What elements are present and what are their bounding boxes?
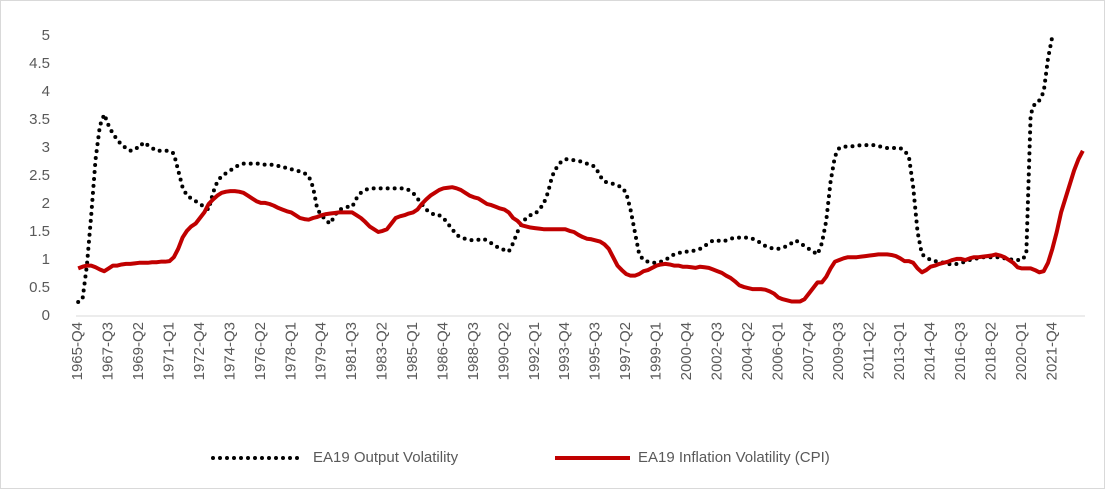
- y-tick-label: 2.5: [29, 167, 50, 184]
- legend-label: EA19 Output Volatility: [313, 449, 459, 466]
- x-tick-label: 2021-Q4: [1043, 322, 1060, 380]
- x-tick-label: 2011-Q2: [861, 322, 878, 379]
- x-tick-label: 1992-Q1: [526, 322, 543, 380]
- y-tick-label: 3: [42, 139, 50, 156]
- x-tick-label: 1983-Q2: [374, 322, 391, 380]
- y-tick-label: 1.5: [29, 223, 50, 240]
- x-tick-label: 1981-Q3: [343, 322, 360, 380]
- x-tick-label: 2013-Q1: [891, 322, 908, 380]
- x-tick-label: 2007-Q4: [800, 322, 817, 380]
- x-tick-label: 2020-Q1: [1013, 322, 1030, 380]
- x-tick-label: 1978-Q1: [282, 322, 299, 380]
- x-tick-label: 2002-Q3: [708, 322, 725, 380]
- x-tick-label: 1965-Q4: [69, 322, 86, 380]
- y-tick-label: 5: [42, 27, 50, 44]
- legend-label: EA19 Inflation Volatility (CPI): [638, 449, 830, 466]
- y-tick-label: 0: [42, 307, 50, 324]
- y-tick-label: 1: [42, 251, 50, 268]
- x-tick-label: 1997-Q2: [617, 322, 634, 380]
- x-tick-label: 1974-Q3: [221, 322, 238, 380]
- y-tick-label: 4.5: [29, 55, 50, 72]
- x-tick-label: 1995-Q3: [587, 322, 604, 380]
- series-line: [76, 34, 1055, 304]
- x-tick-label: 1976-Q2: [252, 322, 269, 380]
- x-tick-label: 1999-Q1: [648, 322, 665, 380]
- x-tick-label: 1986-Q4: [434, 322, 451, 380]
- x-tick-label: 2018-Q2: [982, 322, 999, 380]
- x-tick-label: 2014-Q4: [922, 322, 939, 380]
- x-tick-label: 1988-Q3: [465, 322, 482, 380]
- x-tick-label: 1993-Q4: [556, 322, 573, 380]
- x-tick-label: 1990-Q2: [495, 322, 512, 380]
- y-tick-label: 0.5: [29, 279, 50, 296]
- x-tick-label: 2009-Q3: [830, 322, 847, 380]
- x-tick-label: 1971-Q1: [160, 322, 177, 380]
- y-tick-label: 2: [42, 195, 50, 212]
- series-line: [77, 149, 1085, 304]
- y-tick-label: 4: [42, 83, 50, 100]
- x-tick-label: 1972-Q4: [191, 322, 208, 380]
- x-tick-label: 2004-Q2: [739, 322, 756, 380]
- x-tick-label: 2006-Q1: [769, 322, 786, 380]
- x-tick-label: 1967-Q3: [100, 322, 117, 380]
- x-tick-label: 1969-Q2: [130, 322, 147, 380]
- x-tick-label: 2016-Q3: [952, 322, 969, 380]
- x-tick-label: 1979-Q4: [313, 322, 330, 380]
- x-tick-label: 2000-Q4: [678, 322, 695, 380]
- x-tick-label: 1985-Q1: [404, 322, 421, 380]
- y-tick-label: 3.5: [29, 111, 50, 128]
